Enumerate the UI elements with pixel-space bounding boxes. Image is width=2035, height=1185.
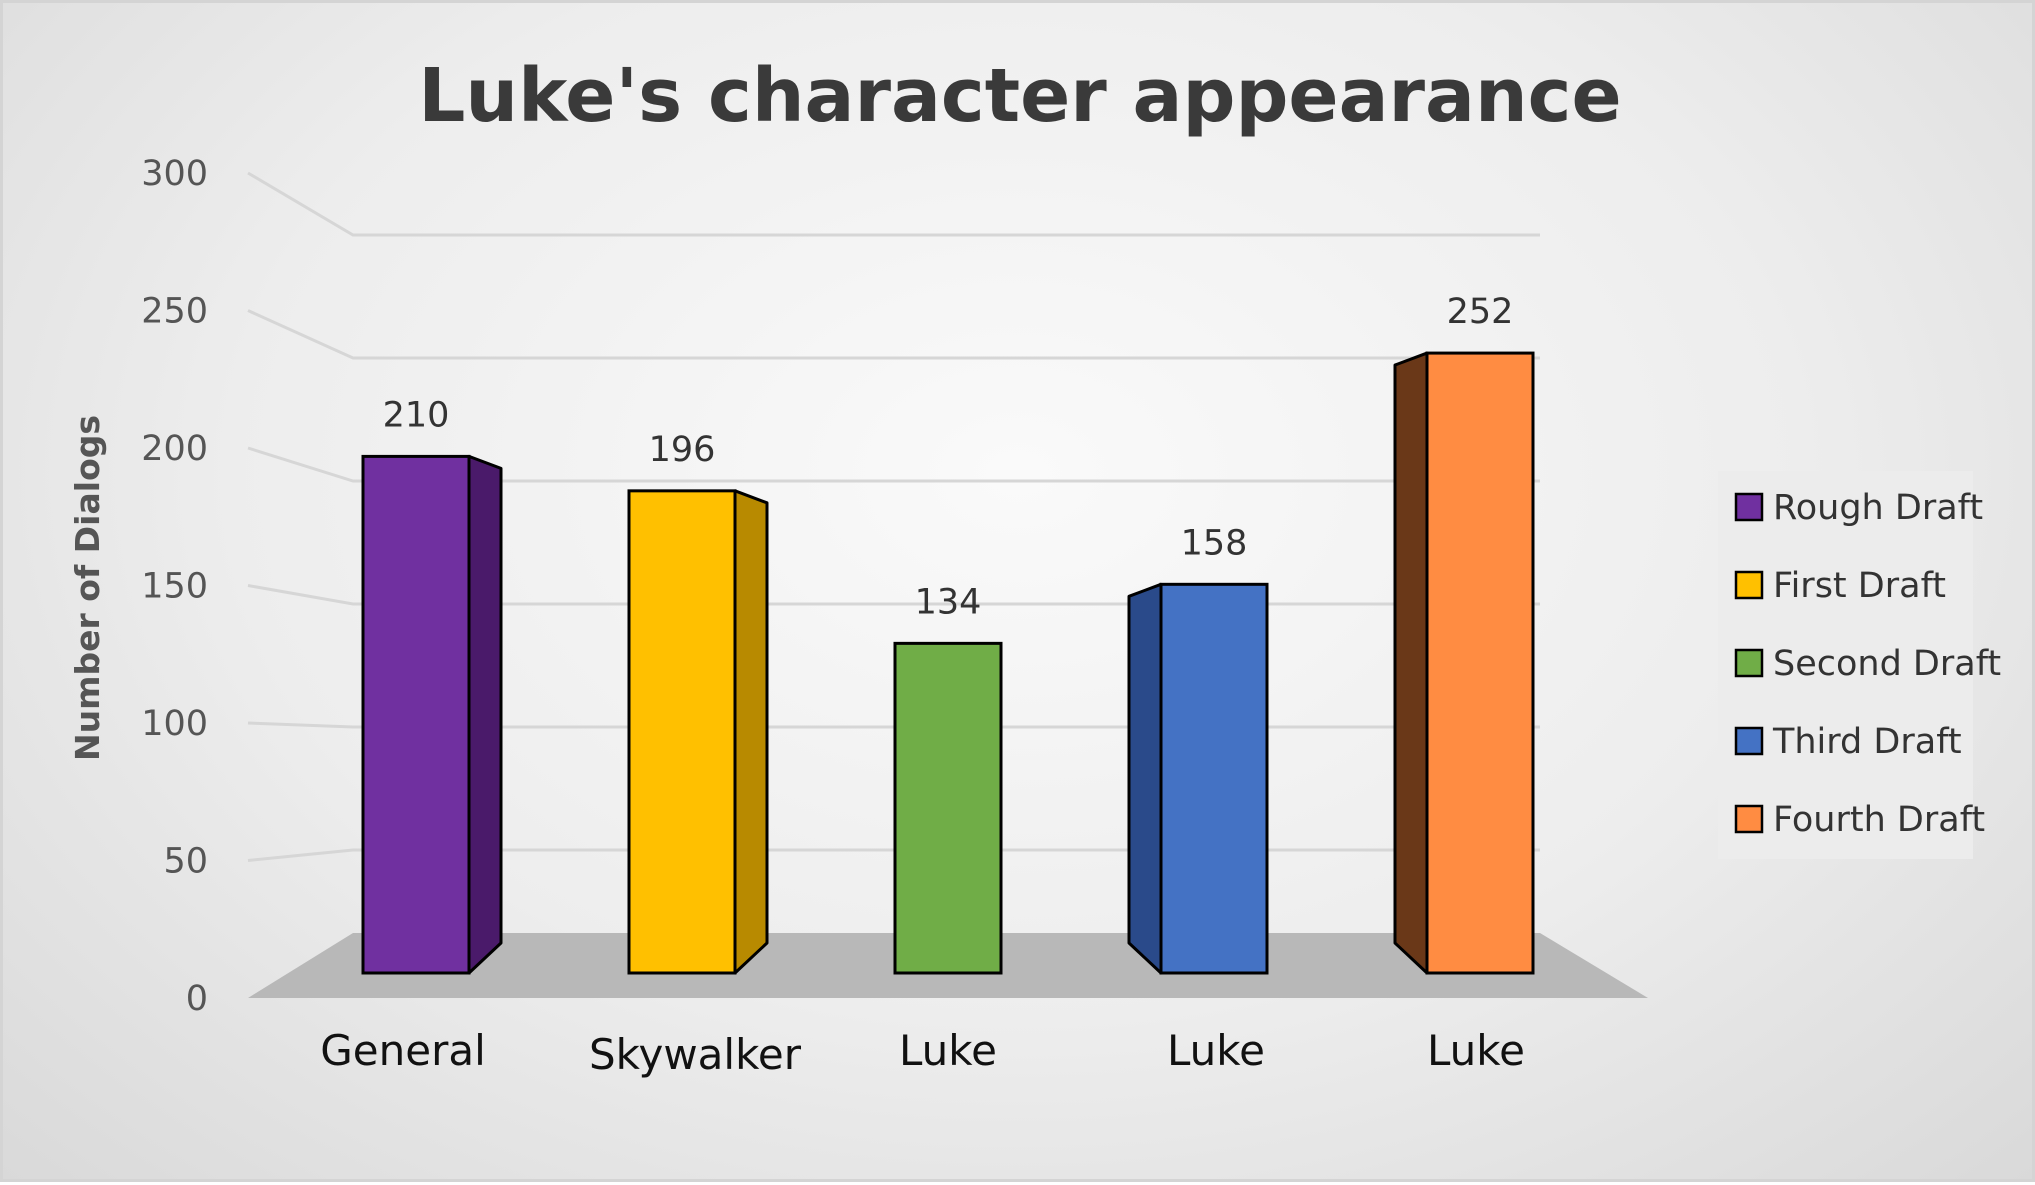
data-label: 210 [383, 395, 450, 435]
legend-label: First Draft [1773, 566, 1946, 606]
bar-side-face [1393, 351, 1429, 975]
bar-front-face [1159, 582, 1269, 975]
bar-front-face [361, 454, 471, 975]
gridline [247, 446, 1540, 483]
y-tick-label: 300 [141, 154, 208, 194]
bar-front-face [893, 641, 1003, 975]
data-labels: 210 196 134 158 252 [383, 292, 1514, 622]
y-tick-label: 0 [186, 979, 208, 1019]
bar-chart: Luke's character appearance Number of Di… [68, 53, 2001, 1079]
y-tick-label: 250 [141, 292, 208, 332]
data-label: 134 [915, 582, 982, 622]
legend-swatch [1734, 492, 1764, 522]
data-label: 196 [649, 430, 716, 470]
x-axis-ticks: General Skywalker Luke Luke Luke [320, 1026, 1525, 1079]
bar-side-face [1127, 582, 1163, 975]
chart-title: Luke's character appearance [418, 53, 1621, 139]
bar [627, 489, 769, 975]
bar-front-face [1425, 351, 1535, 975]
legend-swatch [1734, 648, 1764, 678]
x-tick-label: Luke [899, 1026, 997, 1075]
gridline [247, 171, 1540, 237]
x-tick-label: General [320, 1026, 486, 1075]
legend-label: Second Draft [1773, 644, 2001, 684]
legend-swatch [1734, 726, 1764, 756]
y-axis-label: Number of Dialogs [68, 415, 107, 761]
bar [1393, 351, 1535, 975]
gridline [247, 309, 1540, 360]
bar-side-face [733, 489, 769, 975]
legend-swatch [1734, 804, 1764, 834]
bar-front-face [627, 489, 737, 975]
data-label: 158 [1181, 523, 1248, 563]
legend: Rough Draft First Draft Second Draft Third … [1718, 471, 2001, 859]
bar [361, 454, 503, 975]
legend-label: Rough Draft [1773, 488, 1983, 528]
bar [893, 641, 1003, 975]
y-tick-label: 200 [141, 429, 208, 469]
legend-swatch [1734, 570, 1764, 600]
legend-label: Third Draft [1772, 722, 1962, 762]
bars [361, 351, 1535, 975]
x-tick-label: Skywalker [589, 1030, 802, 1079]
y-tick-label: 100 [141, 704, 208, 744]
x-tick-label: Luke [1427, 1026, 1525, 1075]
legend-label: Fourth Draft [1773, 800, 1985, 840]
y-tick-label: 150 [141, 567, 208, 607]
bar-side-face [467, 454, 503, 975]
bar [1127, 582, 1269, 975]
y-tick-label: 50 [163, 842, 208, 882]
y-axis-ticks: 0 50 100 150 200 250 300 [141, 154, 208, 1019]
x-tick-label: Luke [1167, 1026, 1265, 1075]
data-label: 252 [1447, 292, 1514, 332]
